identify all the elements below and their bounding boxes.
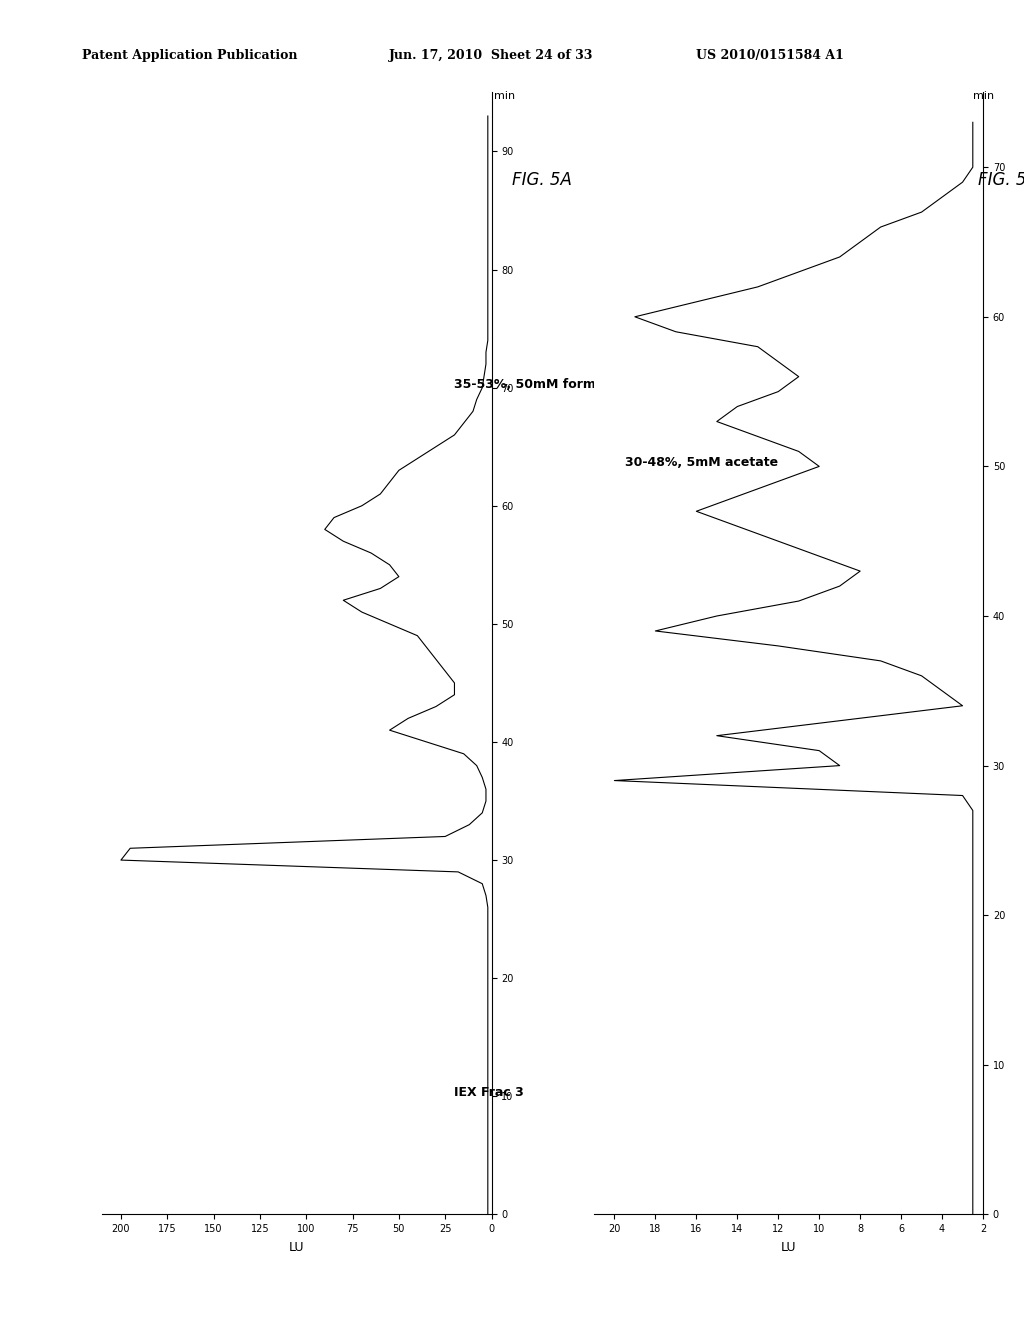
Text: US 2010/0151584 A1: US 2010/0151584 A1 bbox=[696, 49, 844, 62]
Text: Jun. 17, 2010  Sheet 24 of 33: Jun. 17, 2010 Sheet 24 of 33 bbox=[389, 49, 594, 62]
Text: min: min bbox=[494, 91, 515, 102]
X-axis label: LU: LU bbox=[289, 1241, 305, 1254]
Text: min: min bbox=[973, 91, 994, 102]
Text: 30-48%, 5mM acetate: 30-48%, 5mM acetate bbox=[625, 457, 778, 470]
X-axis label: LU: LU bbox=[780, 1241, 797, 1254]
Text: Patent Application Publication: Patent Application Publication bbox=[82, 49, 297, 62]
Text: FIG. 5A: FIG. 5A bbox=[512, 170, 571, 189]
Text: 35-53%, 50mM formate: 35-53%, 50mM formate bbox=[455, 378, 620, 391]
Text: FIG. 5B: FIG. 5B bbox=[978, 170, 1024, 189]
Text: IEX Frac 3: IEX Frac 3 bbox=[455, 1086, 524, 1100]
